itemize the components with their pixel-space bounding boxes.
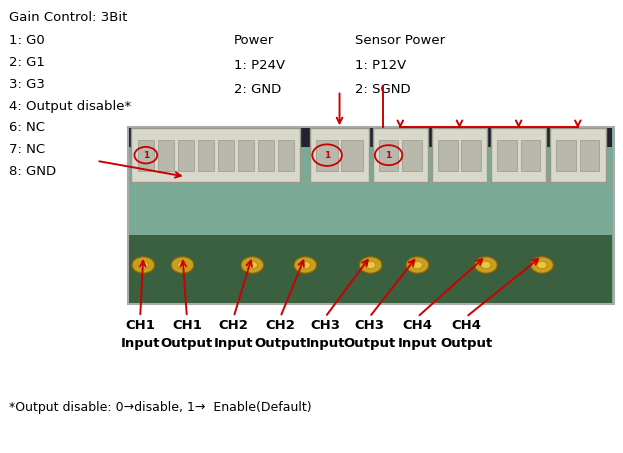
FancyBboxPatch shape (341, 140, 363, 171)
FancyBboxPatch shape (278, 140, 294, 171)
Text: 3: G3: 3: G3 (9, 78, 45, 91)
Text: CH2: CH2 (219, 319, 249, 333)
Text: 7: NC: 7: NC (9, 143, 45, 156)
FancyBboxPatch shape (402, 140, 422, 171)
Circle shape (300, 261, 310, 269)
Text: 2: GND: 2: GND (234, 83, 281, 96)
FancyBboxPatch shape (497, 140, 517, 171)
Text: 4: Output disable*: 4: Output disable* (9, 100, 131, 113)
Circle shape (475, 257, 497, 273)
FancyBboxPatch shape (238, 140, 254, 171)
Text: Input: Input (305, 337, 345, 351)
Circle shape (531, 257, 553, 273)
Circle shape (247, 261, 257, 269)
FancyBboxPatch shape (550, 128, 606, 182)
Text: CH2: CH2 (265, 319, 295, 333)
FancyBboxPatch shape (556, 140, 576, 171)
FancyBboxPatch shape (197, 140, 214, 171)
Text: CH3: CH3 (354, 319, 384, 333)
Text: 2: SGND: 2: SGND (355, 83, 411, 96)
FancyBboxPatch shape (579, 140, 599, 171)
FancyBboxPatch shape (218, 140, 234, 171)
FancyBboxPatch shape (438, 140, 457, 171)
Circle shape (241, 257, 264, 273)
Text: 1: 1 (324, 151, 330, 159)
Text: Output: Output (254, 337, 307, 351)
Circle shape (171, 257, 194, 273)
FancyBboxPatch shape (520, 140, 540, 171)
Text: 8: GND: 8: GND (9, 165, 57, 178)
FancyBboxPatch shape (310, 128, 369, 182)
Circle shape (406, 257, 429, 273)
Text: CH4: CH4 (451, 319, 481, 333)
Circle shape (138, 261, 148, 269)
FancyBboxPatch shape (491, 128, 546, 182)
FancyBboxPatch shape (131, 128, 300, 182)
FancyBboxPatch shape (432, 128, 487, 182)
Text: 1: 1 (386, 151, 392, 159)
FancyBboxPatch shape (379, 140, 399, 171)
Text: CH3: CH3 (310, 319, 340, 333)
Circle shape (412, 261, 422, 269)
Text: 1: G0: 1: G0 (9, 34, 45, 48)
FancyBboxPatch shape (258, 140, 274, 171)
Text: *Output disable: 0→disable, 1→  Enable(Default): *Output disable: 0→disable, 1→ Enable(De… (9, 401, 312, 414)
FancyBboxPatch shape (316, 140, 338, 171)
Text: 1: P24V: 1: P24V (234, 59, 285, 72)
Text: CH4: CH4 (402, 319, 432, 333)
Circle shape (132, 257, 155, 273)
FancyBboxPatch shape (373, 128, 428, 182)
Text: Input: Input (120, 337, 160, 351)
Circle shape (178, 261, 188, 269)
Circle shape (537, 261, 547, 269)
Circle shape (366, 261, 376, 269)
FancyBboxPatch shape (138, 140, 154, 171)
Text: Sensor Power: Sensor Power (355, 34, 445, 48)
FancyBboxPatch shape (461, 140, 481, 171)
Circle shape (481, 261, 491, 269)
Bar (129, 236, 612, 303)
Text: 1: 1 (143, 151, 149, 159)
FancyBboxPatch shape (178, 140, 194, 171)
Text: Input: Input (397, 337, 437, 351)
Text: CH1: CH1 (125, 319, 155, 333)
Bar (128, 127, 614, 304)
Text: Output: Output (440, 337, 492, 351)
Text: 2: G1: 2: G1 (9, 56, 45, 69)
Text: 1: P12V: 1: P12V (355, 59, 406, 72)
Circle shape (294, 257, 316, 273)
Text: Output: Output (343, 337, 396, 351)
Text: CH1: CH1 (172, 319, 202, 333)
Text: Output: Output (161, 337, 213, 351)
Text: Gain Control: 3Bit: Gain Control: 3Bit (9, 11, 128, 24)
Text: 6: NC: 6: NC (9, 121, 45, 135)
Text: Power: Power (234, 34, 274, 48)
FancyBboxPatch shape (158, 140, 174, 171)
Bar (129, 128, 612, 147)
Text: Input: Input (214, 337, 254, 351)
Circle shape (359, 257, 382, 273)
